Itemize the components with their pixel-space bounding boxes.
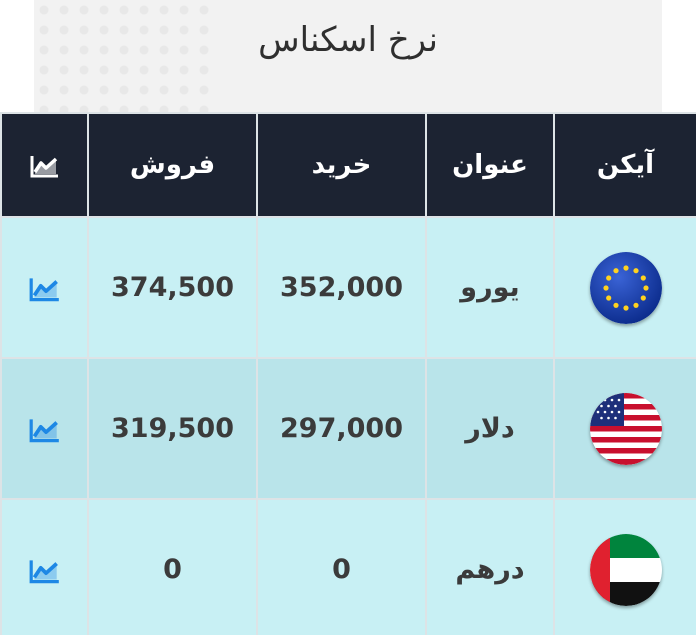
title-card: نرخ اسکناس — [34, 0, 662, 112]
trend-chart-icon[interactable] — [28, 416, 62, 444]
chart-cell[interactable] — [0, 498, 89, 635]
flag-cell — [553, 216, 696, 359]
header-sell: فروش — [87, 112, 258, 218]
header-buy: خرید — [256, 112, 427, 218]
uae-flag-icon — [589, 533, 662, 606]
currency-name: درهم — [425, 498, 555, 635]
chart-icon — [30, 155, 58, 177]
sell-price: 0 — [87, 498, 258, 635]
trend-chart-icon[interactable] — [28, 275, 62, 303]
currency-name: یورو — [425, 216, 555, 359]
rates-table: آیکن عنوان خرید فروش — [0, 112, 696, 635]
table-row[interactable]: دلار 297,000 319,500 — [0, 357, 696, 500]
table-header-row: آیکن عنوان خرید فروش — [0, 112, 696, 218]
currency-name: دلار — [425, 357, 555, 500]
trend-chart-icon[interactable] — [28, 557, 62, 585]
chart-cell[interactable] — [0, 357, 89, 500]
header-name: عنوان — [425, 112, 555, 218]
chart-cell[interactable] — [0, 216, 89, 359]
eu-flag-icon — [589, 251, 662, 324]
page-title: نرخ اسکناس — [258, 20, 438, 60]
flag-cell — [553, 498, 696, 635]
sell-price: 319,500 — [87, 357, 258, 500]
flag-cell — [553, 357, 696, 500]
buy-price: 0 — [256, 498, 427, 635]
decorative-dots — [34, 0, 214, 112]
table-row[interactable]: یورو 352,000 374,500 — [0, 216, 696, 359]
us-flag-icon — [589, 392, 662, 465]
buy-price: 297,000 — [256, 357, 427, 500]
header-chart — [0, 112, 89, 218]
table-row[interactable]: درهم 0 0 — [0, 498, 696, 635]
header-icon: آیکن — [553, 112, 696, 218]
buy-price: 352,000 — [256, 216, 427, 359]
sell-price: 374,500 — [87, 216, 258, 359]
